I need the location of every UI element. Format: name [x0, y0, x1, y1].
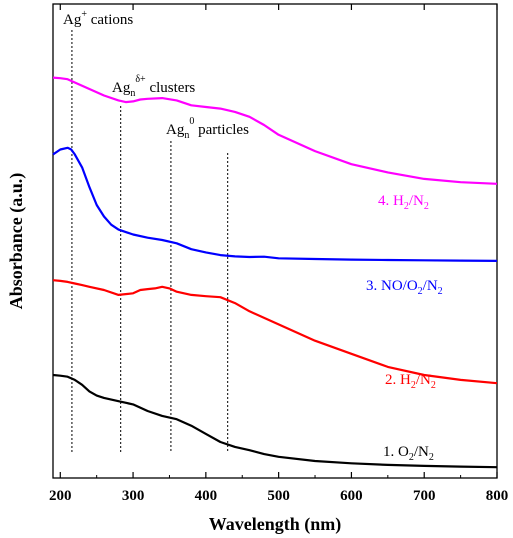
series-label-s4: 4. H2/N2 — [378, 193, 429, 212]
series-label-s1: 1. O2/N2 — [383, 444, 434, 463]
annotation-guide-lines — [71, 30, 229, 452]
series-line-3 — [52, 146, 498, 262]
x-tick-label-300: 300 — [122, 488, 145, 504]
plot-frame — [52, 3, 498, 479]
series-label-s3: 3. NO/O2/N2 — [366, 278, 443, 297]
axis-ticks — [59, 4, 498, 478]
series-lines — [52, 76, 498, 469]
annotation-ag-clusters: Agnδ+ clusters — [112, 74, 195, 99]
series-label-s2: 2. H2/N2 — [385, 372, 436, 391]
series-line-4 — [52, 76, 498, 185]
x-tick-label-600: 600 — [340, 488, 363, 504]
annotation-ag-cations: Ag+ cations — [63, 9, 133, 28]
series-line-2 — [52, 279, 498, 385]
x-tick-label-700: 700 — [413, 488, 436, 504]
x-axis-title: Wavelength (nm) — [209, 514, 342, 535]
x-tick-label-200: 200 — [49, 488, 72, 504]
annotation-labels: Ag+ cations Agnδ+ clusters Agn0 particles — [63, 9, 249, 141]
series-labels: 1. O2/N2 2. H2/N2 3. NO/O2/N2 4. H2/N2 — [366, 193, 443, 463]
annotation-ag-particles: Agn0 particles — [166, 116, 249, 141]
x-tick-labels: 200 300 400 500 600 700 800 — [49, 488, 508, 504]
y-axis-title: Absorbance (a.u.) — [6, 173, 27, 310]
x-tick-label-500: 500 — [267, 488, 290, 504]
x-tick-label-400: 400 — [195, 488, 218, 504]
series-line-1 — [52, 373, 498, 469]
x-tick-label-800: 800 — [486, 488, 509, 504]
